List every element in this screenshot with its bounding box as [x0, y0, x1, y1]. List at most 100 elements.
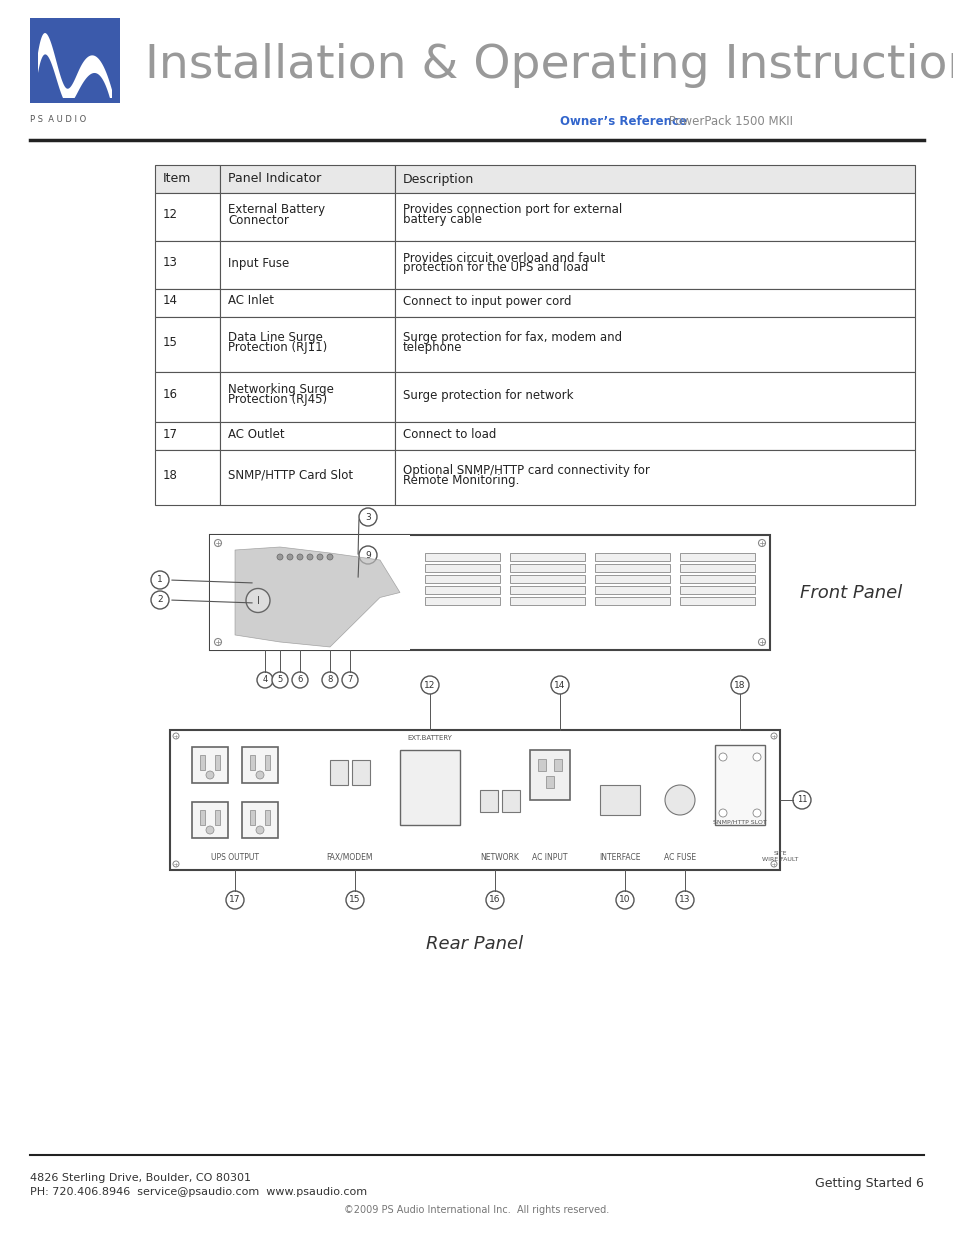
Circle shape: [214, 638, 221, 646]
Circle shape: [307, 555, 313, 559]
Bar: [399, 750, 459, 825]
Circle shape: [752, 753, 760, 761]
Bar: [200, 810, 205, 825]
Circle shape: [358, 546, 376, 564]
Bar: [595, 576, 669, 583]
Bar: [530, 750, 569, 800]
Bar: [679, 564, 754, 572]
Circle shape: [316, 555, 323, 559]
Text: 12: 12: [424, 680, 436, 689]
Bar: [220, 450, 395, 505]
Circle shape: [792, 790, 810, 809]
Bar: [154, 165, 220, 193]
Bar: [154, 289, 220, 317]
Bar: [395, 450, 914, 505]
Text: 16: 16: [489, 895, 500, 904]
Circle shape: [322, 672, 337, 688]
Circle shape: [719, 753, 726, 761]
Bar: [154, 450, 220, 505]
Circle shape: [420, 676, 438, 694]
Text: 7: 7: [347, 676, 353, 684]
Text: 17: 17: [229, 895, 240, 904]
Text: PH: 720.406.8946  service@psaudio.com  www.psaudio.com: PH: 720.406.8946 service@psaudio.com www…: [30, 1187, 367, 1197]
Circle shape: [676, 890, 693, 909]
Circle shape: [151, 571, 169, 589]
Text: 5: 5: [277, 676, 282, 684]
Text: FAX/MODEM: FAX/MODEM: [327, 853, 373, 862]
Text: SNMP/HTTP SLOT: SNMP/HTTP SLOT: [713, 820, 766, 825]
Circle shape: [246, 589, 270, 613]
Text: Networking Surge: Networking Surge: [228, 384, 334, 396]
Text: Description: Description: [402, 173, 474, 185]
Text: Data Line Surge: Data Line Surge: [228, 331, 322, 345]
Bar: [424, 576, 499, 583]
Text: battery cable: battery cable: [402, 214, 481, 226]
Bar: [250, 755, 254, 769]
Text: 1: 1: [157, 576, 163, 584]
Bar: [220, 289, 395, 317]
Text: I: I: [256, 595, 259, 605]
Circle shape: [287, 555, 293, 559]
Text: Input Fuse: Input Fuse: [228, 257, 289, 269]
Text: Remote Monitoring.: Remote Monitoring.: [402, 474, 518, 487]
Text: 13: 13: [679, 895, 690, 904]
Bar: [154, 422, 220, 450]
Bar: [545, 776, 554, 788]
Bar: [599, 785, 639, 815]
Bar: [424, 585, 499, 594]
Circle shape: [214, 540, 221, 547]
Polygon shape: [38, 33, 112, 98]
Circle shape: [341, 672, 357, 688]
Text: NETWORK: NETWORK: [480, 853, 518, 862]
Bar: [395, 289, 914, 317]
Circle shape: [276, 555, 283, 559]
Text: 17: 17: [163, 427, 178, 441]
Polygon shape: [234, 547, 399, 647]
Text: SNMP/HTTP Card Slot: SNMP/HTTP Card Slot: [228, 469, 353, 482]
Text: 6: 6: [297, 676, 302, 684]
Circle shape: [327, 555, 333, 559]
Text: AC INPUT: AC INPUT: [532, 853, 567, 862]
Bar: [220, 193, 395, 241]
Circle shape: [485, 890, 503, 909]
Text: AC Outlet: AC Outlet: [228, 427, 284, 441]
Bar: [220, 372, 395, 422]
Bar: [220, 165, 395, 193]
Text: 16: 16: [163, 389, 178, 401]
Circle shape: [752, 809, 760, 818]
Text: Protection (RJ45): Protection (RJ45): [228, 394, 327, 406]
Bar: [554, 760, 561, 771]
Circle shape: [172, 734, 179, 739]
Bar: [479, 790, 497, 811]
Bar: [395, 165, 914, 193]
Circle shape: [206, 826, 213, 834]
Text: 9: 9: [365, 551, 371, 559]
Text: Provides connection port for external: Provides connection port for external: [402, 204, 621, 216]
Bar: [214, 810, 220, 825]
Bar: [537, 760, 545, 771]
Text: AC Inlet: AC Inlet: [228, 294, 274, 308]
Text: External Battery: External Battery: [228, 204, 325, 216]
Circle shape: [758, 540, 764, 547]
Text: PowerPack 1500 MKII: PowerPack 1500 MKII: [664, 115, 792, 128]
Text: 3: 3: [365, 513, 371, 521]
Bar: [714, 745, 764, 825]
Text: Getting Started 6: Getting Started 6: [814, 1177, 923, 1191]
Bar: [595, 564, 669, 572]
Bar: [154, 193, 220, 241]
Text: EXT.BATTERY: EXT.BATTERY: [407, 735, 452, 741]
Text: Owner’s Reference: Owner’s Reference: [559, 115, 686, 128]
Bar: [250, 810, 254, 825]
Text: ©2009 PS Audio International Inc.  All rights reserved.: ©2009 PS Audio International Inc. All ri…: [344, 1205, 609, 1215]
Circle shape: [346, 890, 364, 909]
Circle shape: [206, 771, 213, 779]
Bar: [265, 810, 270, 825]
Bar: [679, 576, 754, 583]
Circle shape: [255, 826, 264, 834]
Bar: [395, 422, 914, 450]
FancyBboxPatch shape: [30, 19, 120, 103]
Text: AC FUSE: AC FUSE: [663, 853, 696, 862]
Bar: [242, 802, 277, 839]
Text: 18: 18: [163, 469, 177, 482]
Bar: [154, 372, 220, 422]
